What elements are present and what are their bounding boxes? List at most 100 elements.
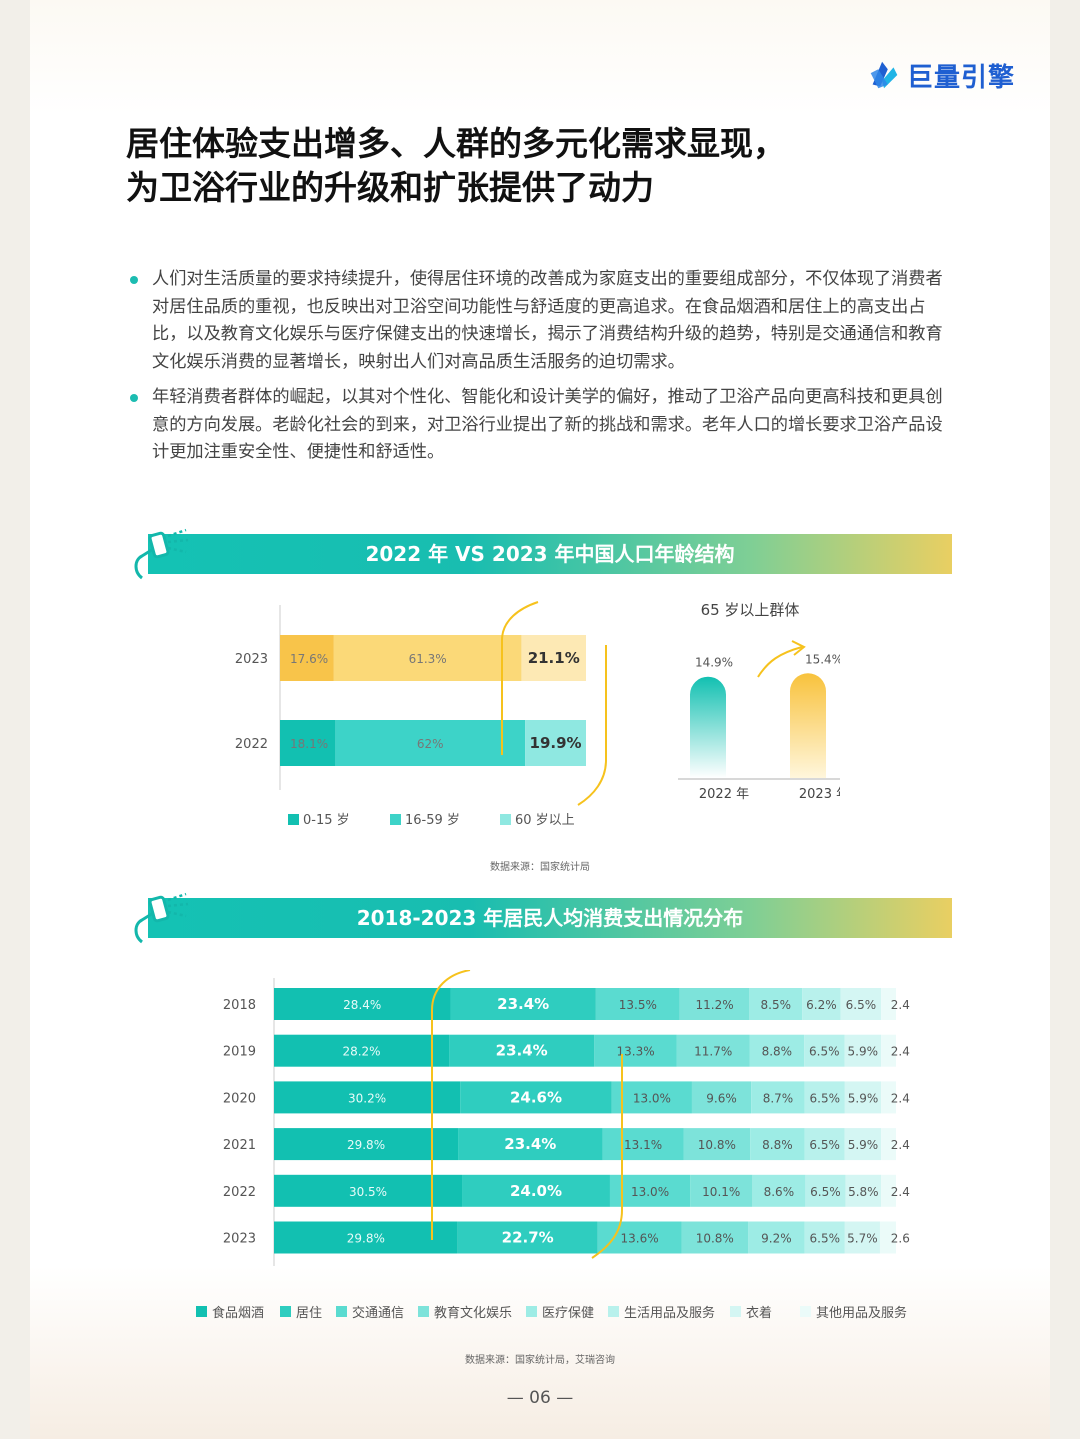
bar-segment xyxy=(525,720,586,766)
bar-segment xyxy=(335,720,526,766)
data-label: 2.4% xyxy=(891,1091,910,1105)
bar-segment xyxy=(881,1034,896,1067)
bar-segment xyxy=(274,1034,450,1067)
bar xyxy=(790,673,826,778)
bullet-item: 人们对生活质量的要求持续提升，使得居住环境的改善成为家庭支出的重要组成部分，不仅… xyxy=(128,266,958,376)
legend-swatch xyxy=(608,1306,619,1317)
legend-item: 交通通信 xyxy=(336,1302,404,1321)
bullet-dot-icon xyxy=(130,276,138,284)
data-label: 17.6% xyxy=(290,652,328,666)
bar-segment xyxy=(676,1034,750,1067)
bar-segment xyxy=(881,1174,896,1207)
section-banner-bar: 2018-2023 年居民人均消费支出情况分布 xyxy=(148,898,952,938)
accent-curve xyxy=(577,645,607,806)
bar-segment xyxy=(691,1081,752,1114)
bullet-list: 人们对生活质量的要求持续提升，使得居住环境的改善成为家庭支出的重要组成部分，不仅… xyxy=(128,266,958,475)
bar-segment xyxy=(274,988,451,1020)
trend-arrow-icon xyxy=(791,640,806,656)
bar-segment xyxy=(749,988,803,1020)
category-label: 2022 xyxy=(235,737,268,752)
bar-segment xyxy=(681,1221,749,1254)
chart-source-note: 数据来源：国家统计局，艾瑞咨询 xyxy=(465,1355,615,1366)
data-label: 2.4% xyxy=(891,1185,910,1199)
data-label: 19.9% xyxy=(530,734,582,752)
legend-label: 60 岁以上 xyxy=(515,813,575,828)
data-label: 28.4% xyxy=(343,998,381,1012)
bar-segment xyxy=(274,1128,459,1161)
data-label: 24.0% xyxy=(510,1182,562,1200)
bar-segment xyxy=(749,1034,805,1067)
legend-swatch xyxy=(800,1306,811,1317)
category-label: 2019 xyxy=(223,1045,256,1060)
bar-segment xyxy=(274,1221,458,1254)
accent-curve xyxy=(501,601,539,755)
bar-segment xyxy=(805,1174,846,1207)
bar-segment xyxy=(750,1128,805,1161)
data-label: 28.2% xyxy=(342,1045,380,1059)
bar xyxy=(690,676,726,778)
bar-segment xyxy=(602,1128,684,1161)
legend-swatch xyxy=(730,1306,741,1317)
data-label: 6.2% xyxy=(806,998,837,1012)
chart-title: 65 岁以上群体 xyxy=(701,601,800,619)
consumption-distribution-chart: 2018 28.4% 23.4% 13.5% 11.2% 8.5% 6.2% 6.5% 2.4%… xyxy=(223,970,910,1266)
report-page: 巨量引擎 居住体验支出增多、人群的多元化需求显现， 为卫浴行业的升级和扩张提供了… xyxy=(30,0,1050,1439)
bar-segment xyxy=(611,1081,692,1114)
legend-label: 0-15 岁 xyxy=(303,813,350,828)
data-label: 8.8% xyxy=(762,1138,793,1152)
data-label: 29.8% xyxy=(347,1138,385,1152)
data-label: 13.3% xyxy=(617,1045,655,1059)
data-label: 5.7% xyxy=(847,1232,878,1246)
legend-swatch xyxy=(336,1306,347,1317)
brand-logo: 巨量引擎 xyxy=(865,56,1015,94)
bar-segment xyxy=(594,1034,677,1067)
legend-item: 居住 xyxy=(280,1302,322,1321)
data-label: 62% xyxy=(417,737,444,751)
data-label: 6.5% xyxy=(810,1091,841,1105)
data-label: 10.8% xyxy=(698,1138,736,1152)
legend-label: 衣着 xyxy=(746,1306,773,1321)
data-label: 11.7% xyxy=(694,1045,732,1059)
legend-label: 教育文化娱乐 xyxy=(434,1306,513,1321)
bar-segment xyxy=(804,1034,845,1067)
bar-segment xyxy=(844,1034,882,1067)
legend-item: 教育文化娱乐 xyxy=(418,1302,512,1321)
legend-item: 衣着 xyxy=(730,1302,772,1321)
section-banner-consumption: 2018-2023 年居民人均消费支出情况分布 xyxy=(128,892,952,944)
data-label: 8.6% xyxy=(764,1185,795,1199)
data-label: 5.8% xyxy=(848,1185,879,1199)
chart-source-note: 数据来源：国家统计局 xyxy=(490,862,590,873)
section-heading: 2022 年 VS 2023 年中国人口年龄结构 xyxy=(365,542,735,566)
data-label: 6.5% xyxy=(810,1232,841,1246)
bar-segment xyxy=(840,988,882,1020)
page-number: — 06 — xyxy=(506,1388,574,1408)
legend-swatch xyxy=(288,814,299,825)
trend-arrow-icon xyxy=(757,646,803,678)
accent-curve xyxy=(591,1054,623,1259)
category-label: 2023 xyxy=(235,652,268,667)
data-label: 10.8% xyxy=(696,1232,734,1246)
category-label: 2022 年 xyxy=(699,787,749,802)
data-label: 8.7% xyxy=(763,1091,794,1105)
bar-segment xyxy=(462,1174,610,1207)
legend-item: 生活用品及服务 xyxy=(608,1302,715,1321)
bar-segment xyxy=(844,1128,882,1161)
legend-label: 交通通信 xyxy=(352,1306,405,1321)
data-label: 8.5% xyxy=(761,998,792,1012)
legend-swatch xyxy=(418,1306,429,1317)
data-label: 23.4% xyxy=(496,1042,548,1060)
bullet-dot-icon xyxy=(130,394,138,402)
data-label: 15.4% xyxy=(805,652,840,666)
data-label: 30.5% xyxy=(349,1185,387,1199)
accent-curve xyxy=(431,970,471,1240)
data-label: 5.9% xyxy=(848,1045,879,1059)
elderly-65plus-chart: 65 岁以上群体 14.9% 2022 年 15.4% 2023 年 xyxy=(678,601,840,802)
data-label: 6.5% xyxy=(810,1185,841,1199)
data-label: 14.9% xyxy=(695,656,733,670)
bar-segment xyxy=(460,1081,612,1114)
data-label: 29.8% xyxy=(347,1232,385,1246)
bar-segment xyxy=(683,1128,751,1161)
data-label: 5.9% xyxy=(848,1138,879,1152)
bar-segment xyxy=(280,635,334,681)
data-label: 23.4% xyxy=(504,1135,556,1153)
